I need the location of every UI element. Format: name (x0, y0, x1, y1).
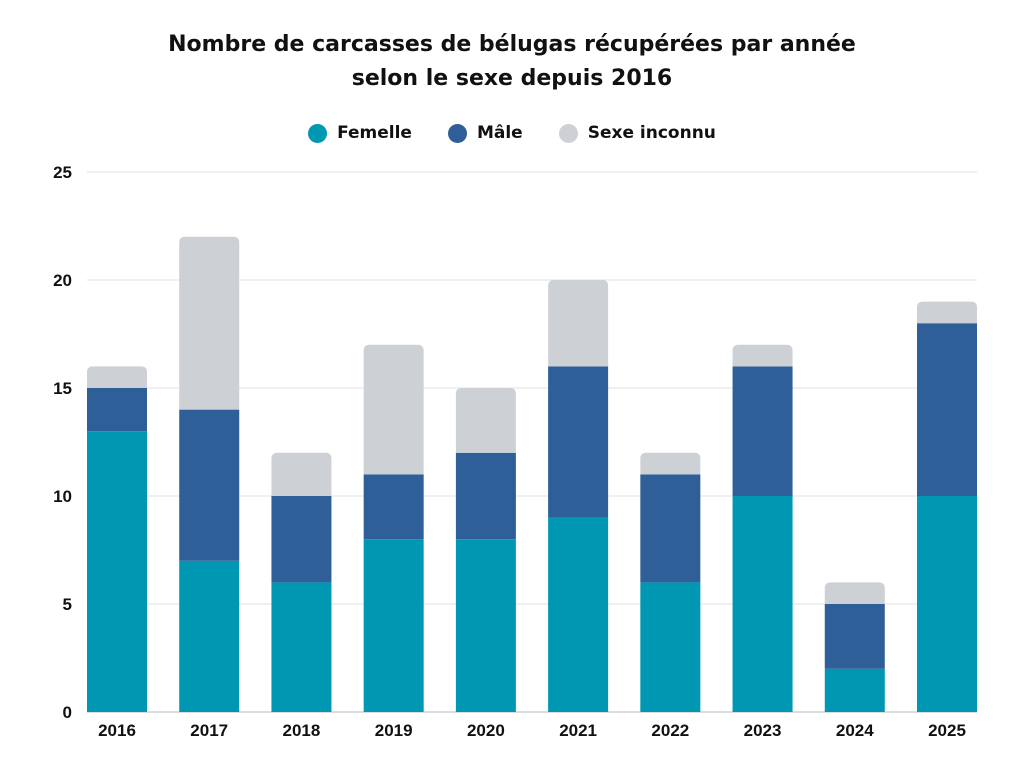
y-tick-label: 0 (63, 703, 72, 722)
legend-swatch-inconnu (558, 123, 578, 143)
bar-segment-m-le-2018 (271, 496, 332, 583)
legend-swatch-femelle (308, 123, 328, 143)
x-tick-label: 2016 (98, 721, 136, 740)
legend-item-femelle: Femelle (308, 123, 412, 143)
y-tick-label: 5 (63, 595, 72, 614)
legend-label-inconnu: Sexe inconnu (587, 123, 716, 143)
bar-segment-m-le-2019 (363, 474, 424, 540)
bar-segment-femelle-2023 (732, 496, 793, 712)
x-tick-label: 2023 (744, 721, 782, 740)
bar-segment-m-le-2022 (640, 474, 701, 583)
x-tick-label: 2022 (651, 721, 689, 740)
bar-segment-femelle-2018 (271, 582, 332, 712)
x-tick-label: 2017 (190, 721, 228, 740)
bar-segment-sexe-inconnu-2019 (363, 344, 424, 475)
bar-segment-femelle-2024 (824, 668, 885, 712)
bar-segment-sexe-inconnu-2024 (824, 582, 885, 604)
bar-segment-femelle-2017 (179, 560, 240, 712)
bar-segment-m-le-2023 (732, 366, 793, 496)
bar-segment-sexe-inconnu-2025 (917, 301, 977, 324)
bar-segment-femelle-2021 (548, 517, 609, 712)
chart-title-line-2: selon le sexe depuis 2016 (351, 66, 673, 91)
bar-segment-m-le-2020 (455, 452, 516, 540)
x-tick-label: 2018 (283, 721, 321, 740)
y-tick-label: 15 (53, 379, 72, 398)
bar-segment-femelle-2019 (363, 539, 424, 712)
legend-item-male: Mâle (447, 123, 523, 143)
bar-segment-m-le-2024 (824, 604, 885, 669)
bar-segment-sexe-inconnu-2020 (455, 388, 516, 453)
bar-segment-sexe-inconnu-2021 (548, 280, 609, 367)
y-tick-label: 20 (53, 271, 72, 290)
legend-label-male: Mâle (476, 123, 523, 143)
x-tick-label: 2019 (375, 721, 413, 740)
bar-segment-sexe-inconnu-2016 (87, 366, 147, 388)
legend-swatch-male (447, 123, 467, 143)
x-tick-label: 2021 (559, 721, 597, 740)
bar-segment-m-le-2017 (179, 409, 240, 561)
y-tick-label: 10 (53, 487, 72, 506)
x-tick-label: 2020 (467, 721, 505, 740)
chart-title-line-1: Nombre de carcasses de bélugas récupérée… (168, 32, 856, 57)
bar-segment-sexe-inconnu-2017 (179, 236, 240, 410)
legend-label-femelle: Femelle (337, 123, 412, 143)
x-tick-label: 2024 (836, 721, 874, 740)
bar-segment-femelle-2020 (455, 539, 516, 712)
bar-segment-m-le-2021 (548, 366, 609, 518)
bar-segment-m-le-2025 (917, 323, 977, 496)
bar-segment-femelle-2025 (917, 496, 977, 712)
bar-segment-femelle-2016 (87, 431, 147, 712)
legend-item-inconnu: Sexe inconnu (558, 123, 716, 143)
bar-segment-sexe-inconnu-2023 (732, 344, 793, 367)
legend: Femelle Mâle Sexe inconnu (0, 123, 1024, 143)
bar-segment-sexe-inconnu-2022 (640, 452, 701, 475)
y-tick-label: 25 (53, 163, 72, 182)
bar-segment-m-le-2016 (87, 388, 147, 432)
bar-segment-femelle-2022 (640, 582, 701, 712)
x-tick-label: 2025 (928, 721, 966, 740)
bar-segment-sexe-inconnu-2018 (271, 452, 332, 496)
